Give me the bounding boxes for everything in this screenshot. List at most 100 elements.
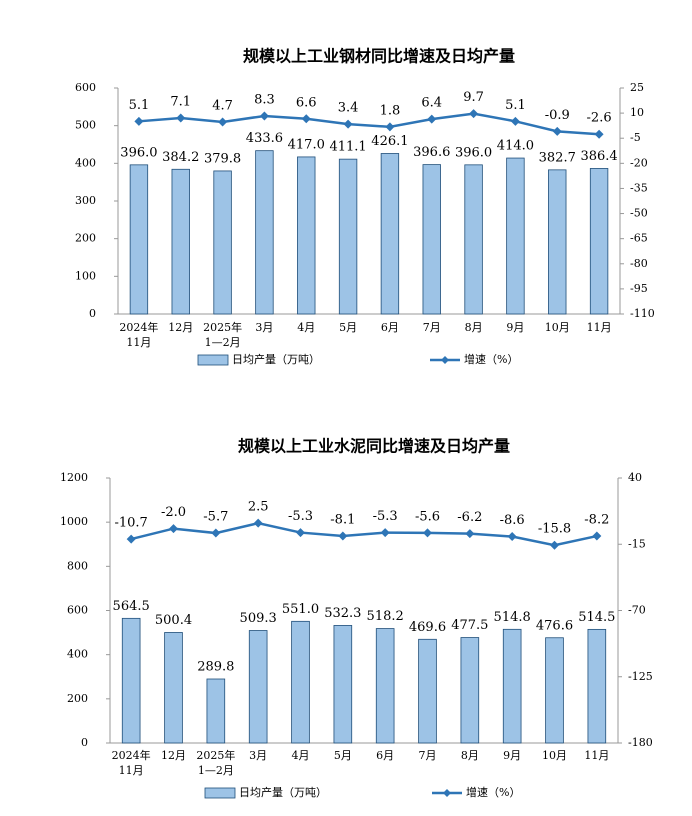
- line-marker: [592, 531, 602, 541]
- bar: [587, 628, 607, 744]
- x-tick-label: 8月: [461, 749, 479, 762]
- data-label: 514.5: [578, 610, 615, 625]
- data-label: -0.9: [545, 108, 570, 123]
- bar: [545, 637, 564, 744]
- data-label: 414.0: [497, 139, 534, 154]
- data-label: 7.1: [170, 94, 191, 109]
- y2-tick-label: -50: [630, 207, 648, 220]
- data-label: 396.0: [455, 145, 492, 160]
- chart-title: 规模以上工业钢材同比增速及日均产量: [243, 47, 515, 66]
- x-tick-label: 2025年 1—2月: [196, 748, 235, 777]
- x-tick-label: 6月: [376, 749, 394, 762]
- bar: [248, 630, 268, 744]
- bar: [255, 150, 274, 315]
- line-marker: [134, 116, 144, 126]
- data-label: -5.3: [373, 509, 398, 524]
- line-marker: [126, 534, 136, 544]
- x-tick-label: 2024年 11月: [112, 748, 151, 777]
- legend-swatch: [204, 787, 236, 799]
- bar: [129, 164, 149, 315]
- bar: [506, 157, 525, 315]
- data-label: -2.0: [161, 505, 186, 520]
- y2-tick-label: 40: [628, 471, 642, 484]
- bar: [418, 638, 437, 744]
- line-marker: [296, 528, 305, 538]
- y-tick-label: 800: [67, 559, 88, 572]
- x-tick-label: 12月: [161, 749, 186, 762]
- data-label: 1.8: [380, 103, 401, 118]
- data-label: 8.3: [254, 92, 275, 107]
- legend-marker: [441, 356, 449, 364]
- line-marker: [176, 113, 186, 123]
- data-label: 396.6: [413, 145, 450, 160]
- legend-label: 增速（%）: [466, 785, 520, 799]
- data-label: 500.4: [155, 613, 192, 628]
- bar: [291, 620, 310, 744]
- x-tick-label: 12月: [168, 321, 193, 334]
- x-tick-label: 3月: [255, 321, 273, 334]
- x-tick-label: 9月: [503, 749, 521, 762]
- data-label: -2.6: [587, 111, 612, 126]
- data-label: 514.8: [494, 610, 531, 625]
- y2-tick-label: -80: [630, 257, 648, 270]
- data-label: 476.6: [536, 618, 573, 633]
- x-tick-label: 6月: [381, 321, 399, 334]
- data-label: 2.5: [248, 500, 269, 515]
- y2-tick-label: 10: [630, 106, 644, 119]
- line-marker: [380, 528, 390, 538]
- data-label: -5.6: [415, 509, 440, 524]
- y-tick-label: 200: [75, 232, 96, 245]
- bar: [464, 164, 483, 315]
- chart-title: 规模以上工业水泥同比增速及日均产量: [238, 437, 510, 456]
- data-label: 5.1: [129, 98, 150, 113]
- y-tick-label: 1200: [60, 471, 88, 484]
- legend-marker: [443, 789, 451, 797]
- data-label: 289.8: [197, 660, 234, 675]
- y-tick-label: 0: [81, 736, 88, 749]
- bar: [213, 170, 232, 315]
- y-tick-label: 200: [67, 692, 88, 705]
- y-tick-label: 0: [89, 307, 96, 320]
- data-label: 469.6: [409, 620, 446, 635]
- x-tick-label: 7月: [423, 321, 441, 334]
- line-marker: [427, 114, 437, 124]
- legend-label: 日均产量（万吨）: [232, 352, 320, 366]
- y2-tick-label: -35: [630, 181, 648, 194]
- bar: [206, 678, 226, 744]
- x-tick-label: 10月: [545, 321, 570, 334]
- y2-tick-label: -15: [628, 537, 646, 550]
- line-marker: [169, 524, 178, 534]
- data-label: 509.3: [240, 611, 277, 626]
- data-label: 9.7: [463, 90, 484, 105]
- y2-tick-label: -65: [630, 232, 648, 245]
- data-label: 379.8: [204, 151, 241, 166]
- line: [130, 521, 598, 547]
- data-label: 4.7: [212, 98, 233, 113]
- bar: [502, 628, 522, 744]
- x-tick-label: 11月: [584, 749, 609, 762]
- data-label: 386.4: [580, 149, 617, 164]
- x-tick-label: 3月: [249, 749, 267, 762]
- data-label: 426.1: [371, 134, 408, 149]
- x-tick-label: 2024年 11月: [119, 320, 158, 349]
- y-tick-label: 1000: [60, 515, 88, 528]
- bar: [297, 156, 316, 315]
- y2-tick-label: -180: [628, 736, 653, 749]
- line-marker: [469, 109, 479, 119]
- data-label: 382.7: [539, 150, 576, 165]
- data-label: 384.2: [162, 150, 199, 165]
- data-label: 5.1: [505, 98, 526, 113]
- line-marker: [423, 528, 432, 538]
- data-label: 411.1: [329, 140, 366, 155]
- data-label: 532.3: [324, 606, 361, 621]
- y-tick-label: 400: [67, 648, 88, 661]
- legend-swatch: [197, 354, 229, 366]
- x-tick-label: 8月: [465, 321, 483, 334]
- x-tick-label: 2025年 1—2月: [203, 320, 242, 349]
- data-label: 477.5: [451, 618, 488, 633]
- data-label: 433.6: [246, 131, 283, 146]
- x-tick-label: 7月: [419, 749, 437, 762]
- y2-tick-label: -20: [630, 156, 648, 169]
- legend-label: 日均产量（万吨）: [239, 785, 327, 799]
- line: [138, 112, 600, 136]
